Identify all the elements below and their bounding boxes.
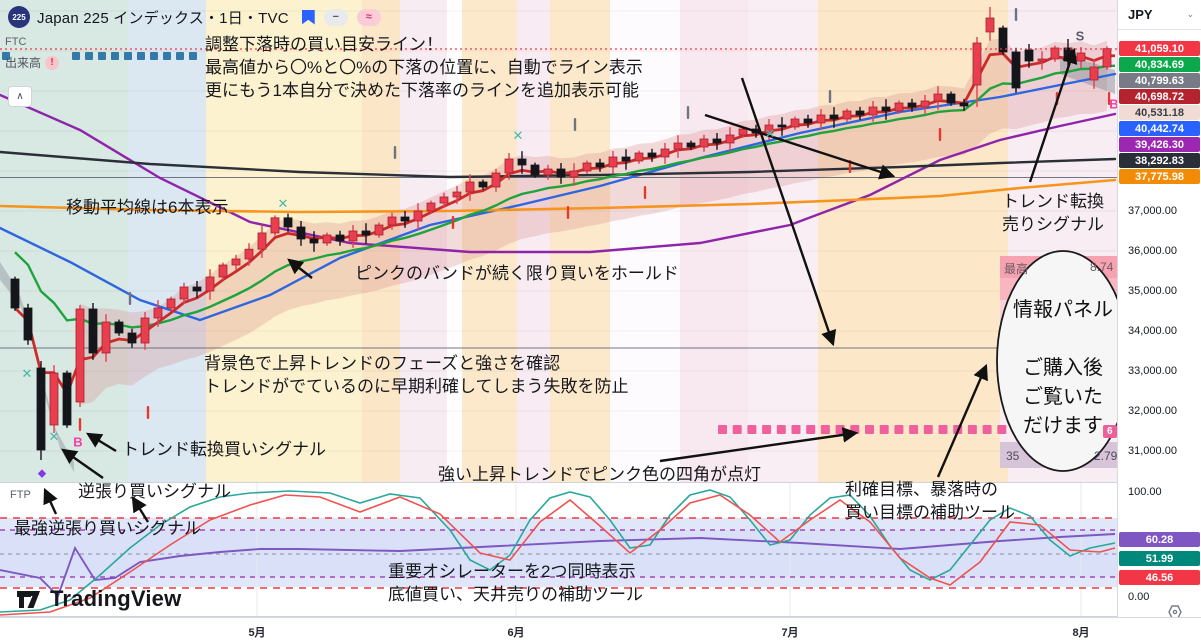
price-scale-label: 33,000.00 bbox=[1128, 365, 1177, 377]
panel-fragment-bottom-left: 35 bbox=[1006, 449, 1019, 463]
symbol-header: 225 Japan 225 インデックス・1日・TVC − ≈ bbox=[8, 6, 381, 28]
price-badge: 51.99 bbox=[1119, 551, 1200, 566]
price-badge: 40,834.69 bbox=[1119, 57, 1200, 72]
buy-signal-x-marker: ✕ bbox=[278, 196, 289, 212]
tradingview-logo-icon bbox=[16, 588, 44, 610]
symbol-title[interactable]: Japan 225 インデックス・1日・TVC bbox=[37, 7, 289, 28]
price-badge: 40,799.63 bbox=[1119, 73, 1200, 88]
annotation-pink-square: 強い上昇トレンドでピンク色の四角が点灯 bbox=[438, 463, 761, 486]
annotation-ma-count: 移動平均線は6本表示 bbox=[66, 196, 228, 219]
watermark-text: TradingView bbox=[50, 586, 181, 612]
time-scale-month-label: 7月 bbox=[781, 624, 798, 640]
price-badge: 40,698.72 bbox=[1119, 89, 1200, 104]
indicator-label-ftc[interactable]: FTC bbox=[5, 36, 26, 48]
price-scale-label: 32,000.00 bbox=[1128, 405, 1177, 417]
currency-label: JPY bbox=[1128, 7, 1153, 22]
toggle-minus-button[interactable]: − bbox=[324, 9, 348, 26]
panel-fragment-top-left: 最高 bbox=[1004, 260, 1028, 277]
buy-signal-x-marker: ✕ bbox=[22, 366, 33, 382]
price-scale-label: 0.00 bbox=[1128, 591, 1149, 603]
tradingview-watermark: TradingView bbox=[16, 586, 181, 612]
price-scale-label: 100.00 bbox=[1128, 486, 1162, 498]
volume-indicator-row[interactable]: 出来高 ! bbox=[5, 54, 59, 71]
trend-buy-b-marker: B bbox=[73, 435, 82, 450]
annotation-strongest: 最強逆張り買いシグナル bbox=[14, 517, 201, 540]
annotation-bg-phase: 背景色で上昇トレンドのフェーズと強さを確認 トレンドがでているのに早期利確してし… bbox=[204, 352, 629, 398]
strongest-contrarian-diamond-marker: ◆ bbox=[38, 467, 46, 480]
time-scale-month-label: 6月 bbox=[507, 624, 524, 640]
price-badge: 38,292.83 bbox=[1119, 153, 1200, 168]
price-scale-label: 31,000.00 bbox=[1128, 445, 1177, 457]
price-badge: 40,442.74 bbox=[1119, 121, 1200, 136]
bookmark-flag-icon[interactable] bbox=[302, 10, 315, 25]
annotation-buy-lines: 調整下落時の買い目安ライン！ 最高値から〇%と〇%の下落の位置に、自動でライン表… bbox=[205, 33, 643, 102]
tradingview-chart-app: 225 Japan 225 インデックス・1日・TVC − ≈ FTC 出来高 … bbox=[0, 0, 1201, 641]
annotation-trend-sell: トレンド転換 売りシグナル bbox=[1002, 190, 1104, 236]
indicator-label-ftp[interactable]: FTP bbox=[10, 489, 31, 501]
annotation-trend-buy: トレンド転換買いシグナル bbox=[122, 438, 326, 461]
price-scale-label: 36,000.00 bbox=[1128, 245, 1177, 257]
toggle-wave-button[interactable]: ≈ bbox=[357, 9, 381, 26]
panel-fragment-bottom-right: 2.79 bbox=[1094, 449, 1117, 463]
price-badge: 40,531.18 bbox=[1119, 105, 1200, 120]
price-badge: 46.56 bbox=[1119, 570, 1200, 585]
annotation-contrarian: 逆張り買いシグナル bbox=[78, 480, 231, 503]
price-badge: 60.28 bbox=[1119, 532, 1200, 547]
buy-signal-x-marker: ✕ bbox=[765, 126, 776, 142]
chevron-down-icon: ⌄ bbox=[1187, 9, 1195, 20]
price-badge: 37,775.98 bbox=[1119, 169, 1200, 184]
price-scale-label: 37,000.00 bbox=[1128, 205, 1177, 217]
price-scale-label: 35,000.00 bbox=[1128, 285, 1177, 297]
buy-signal-x-marker: ✕ bbox=[513, 128, 524, 144]
annotation-profit-tool: 利確目標、暴落時の 買い目標の補助ツール bbox=[845, 478, 1015, 524]
time-scale-month-label: 5月 bbox=[248, 624, 265, 640]
symbol-logo: 225 bbox=[8, 6, 30, 28]
time-scale-month-label: 8月 bbox=[1072, 624, 1089, 640]
info-panel-callout: 情報パネル ご購入後 ご覧いた だけます bbox=[996, 296, 1130, 441]
chart-plot-area[interactable]: 225 Japan 225 インデックス・1日・TVC − ≈ FTC 出来高 … bbox=[0, 0, 1117, 641]
buy-signal-x-marker: ✕ bbox=[49, 429, 60, 445]
alert-icon[interactable]: ! bbox=[45, 56, 59, 70]
volume-label: 出来高 bbox=[5, 54, 41, 71]
annotation-pink-band: ピンクのバンドが続く限り買いをホールド bbox=[355, 262, 679, 285]
time-scale[interactable]: 5月 6月 7月 8月 bbox=[0, 617, 1201, 641]
currency-selector[interactable]: JPY ⌄ bbox=[1118, 0, 1201, 30]
price-badge: 41,059.10 bbox=[1119, 41, 1200, 56]
price-scale-label: 34,000.00 bbox=[1128, 325, 1177, 337]
panel-fragment-top-right: 8.74 bbox=[1090, 260, 1113, 274]
price-badge: 39,426.30 bbox=[1119, 137, 1200, 152]
trend-sell-s-marker: S bbox=[1076, 29, 1085, 44]
collapse-pane-button[interactable]: ∧ bbox=[8, 86, 32, 107]
annotation-oscillator: 重要オシレーターを2つ同時表示 底値買い、天井売りの補助ツール bbox=[388, 560, 643, 606]
